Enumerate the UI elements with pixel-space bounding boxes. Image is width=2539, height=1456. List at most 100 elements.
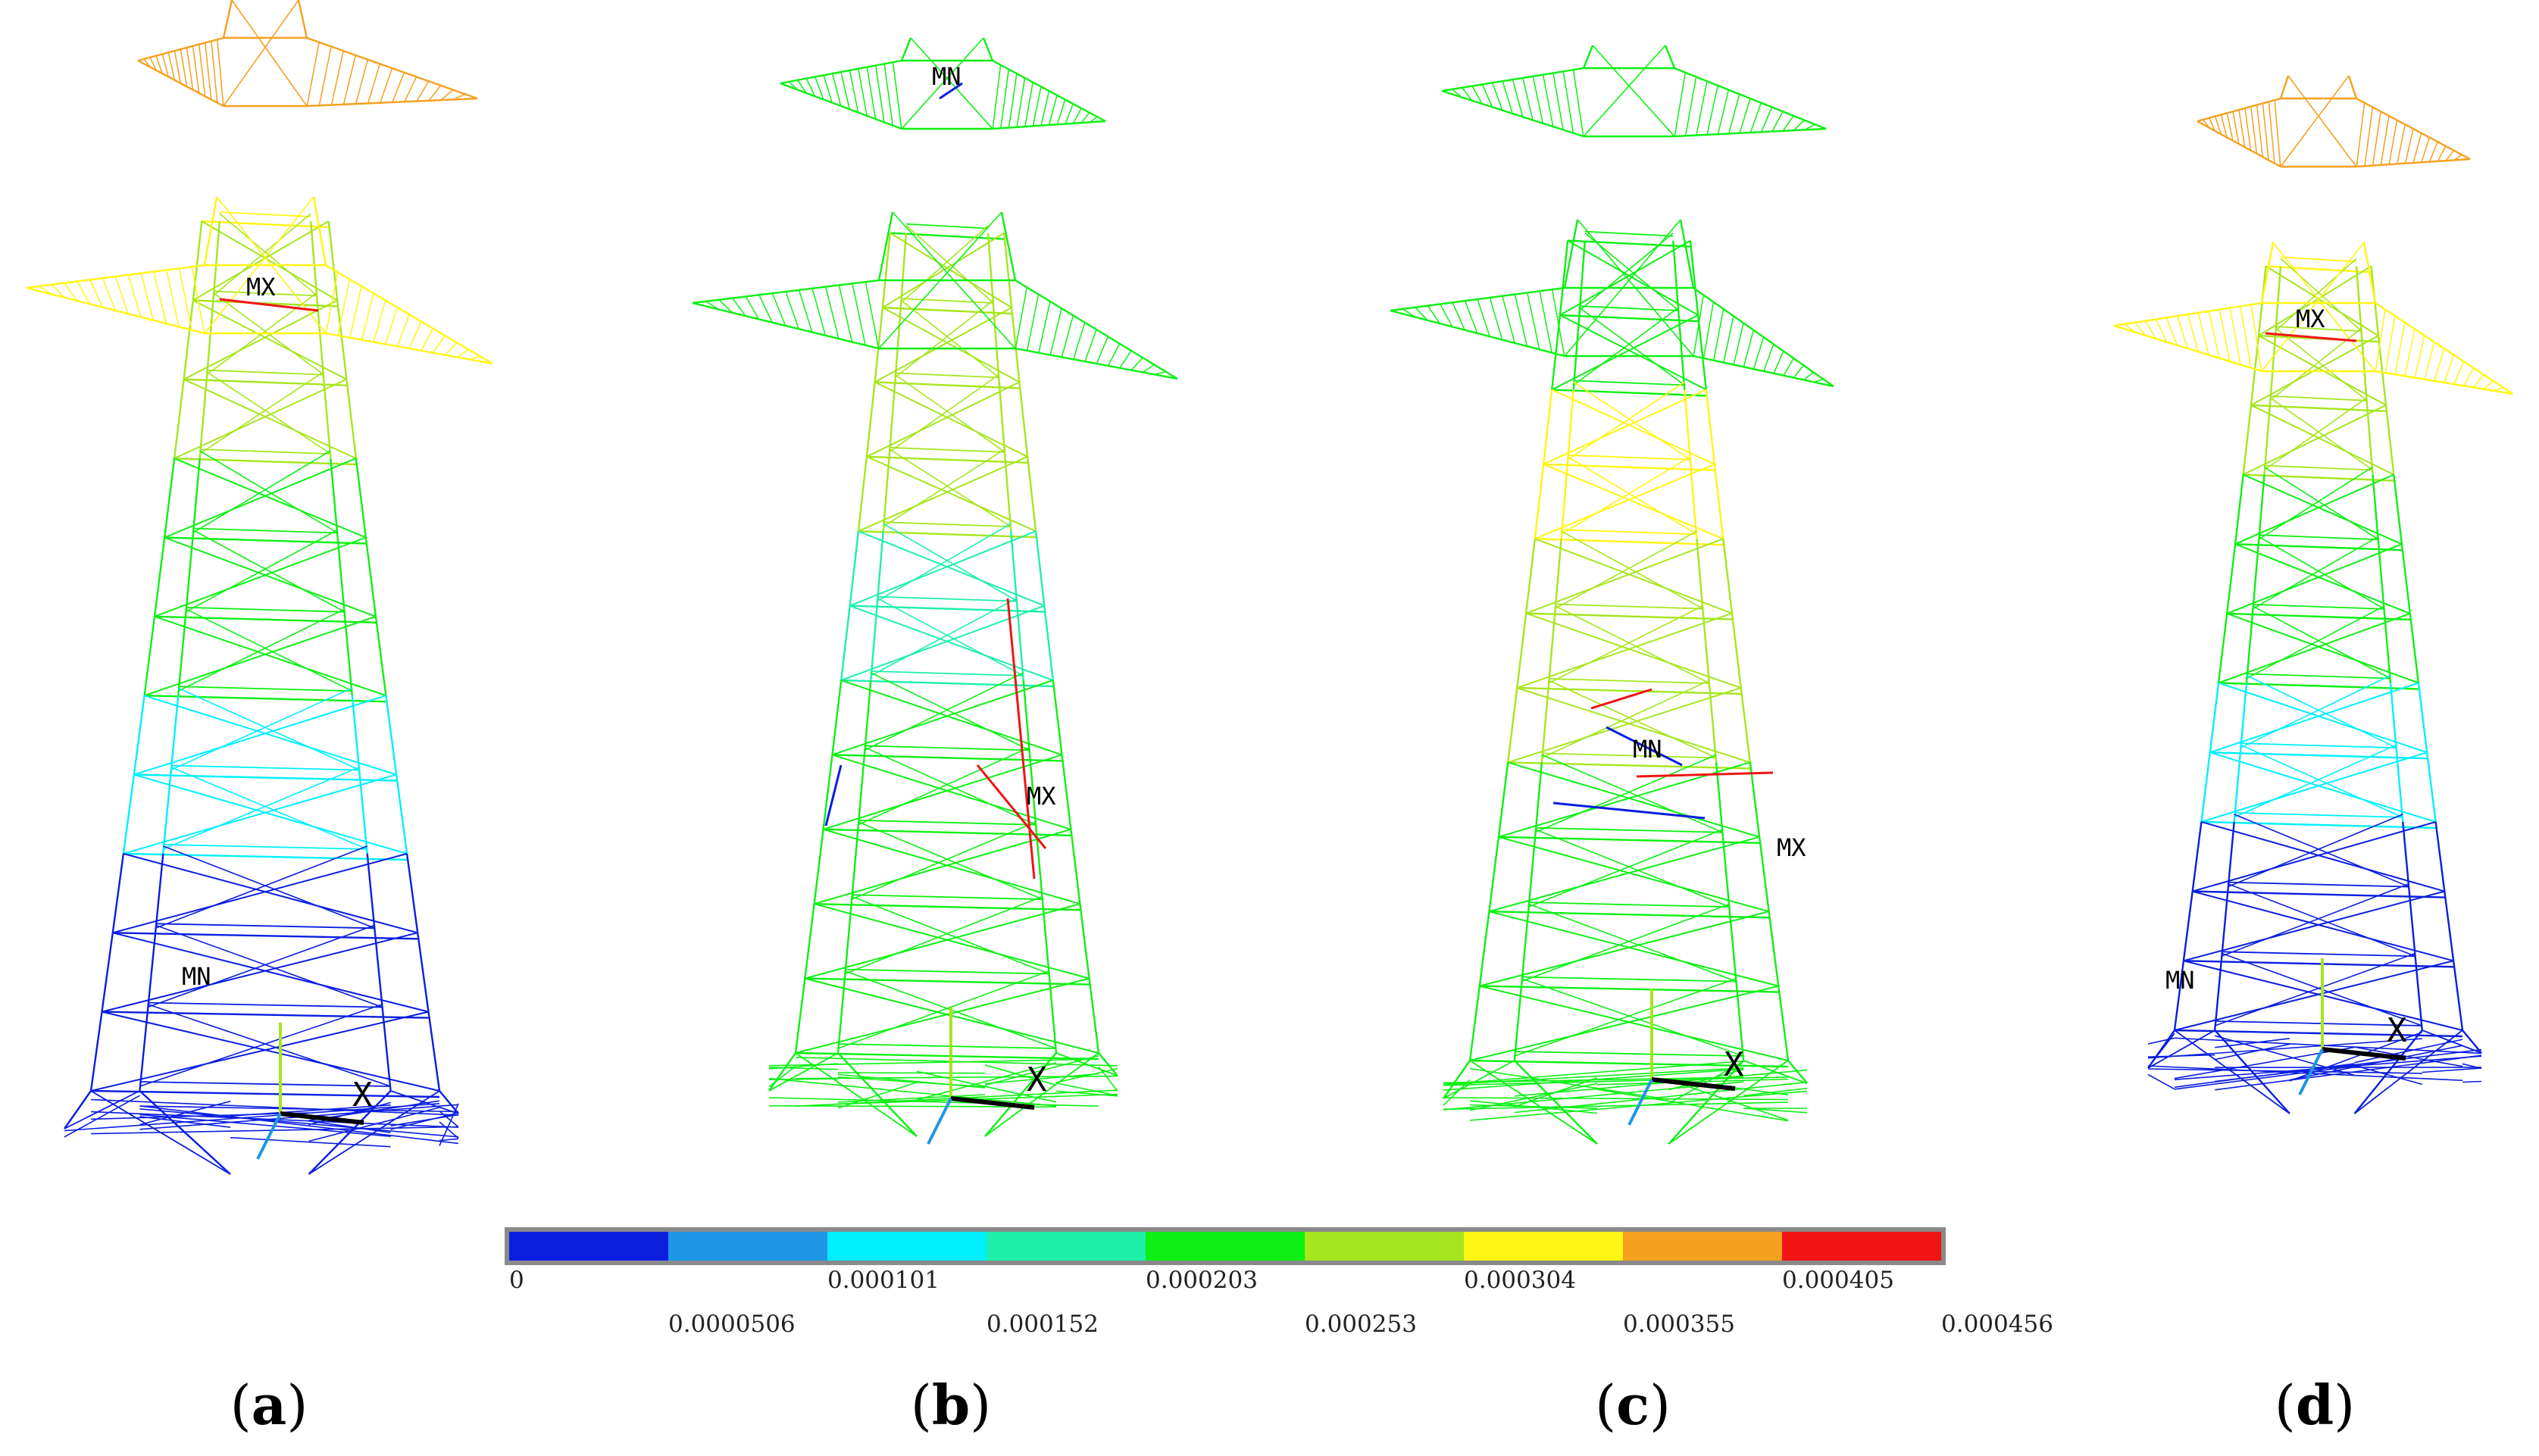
tower-member xyxy=(1015,347,1178,380)
tower-member xyxy=(771,292,786,327)
tower-member xyxy=(297,0,308,39)
tower-member xyxy=(870,597,1018,676)
tower-member xyxy=(330,458,339,538)
tower-member xyxy=(1717,89,1730,135)
tower-member xyxy=(795,977,1090,1054)
tower-member xyxy=(858,530,1037,539)
tower-member xyxy=(1527,829,1724,908)
tower-member xyxy=(206,371,331,455)
tower-member xyxy=(2239,683,2248,753)
tower-member xyxy=(102,1011,429,1019)
tower-d-mn-label: MN xyxy=(2165,966,2195,995)
tower-member xyxy=(1514,1069,1808,1097)
tower-member xyxy=(1488,836,1500,912)
tower-member xyxy=(874,381,1020,389)
tower-member xyxy=(1534,464,1545,539)
tower-member xyxy=(2147,1073,2175,1090)
tower-member xyxy=(149,57,157,71)
tower-member xyxy=(2226,543,2403,614)
tower-member xyxy=(385,695,398,775)
tower-member xyxy=(768,1065,796,1088)
tower-member xyxy=(280,1111,364,1125)
tower-member xyxy=(199,379,208,459)
tower-member xyxy=(330,50,344,105)
tower-member xyxy=(2269,397,2373,471)
tower-member xyxy=(1567,239,1699,316)
tower-member xyxy=(2176,315,2188,349)
tower-member xyxy=(318,46,332,106)
tower-member xyxy=(889,446,1005,453)
tower-member xyxy=(1055,1067,1118,1083)
tower-member xyxy=(192,527,338,534)
tower-member xyxy=(851,895,1050,975)
tower-member xyxy=(122,774,136,855)
tower-member xyxy=(112,932,429,1013)
legend-tick-label: 0.0000506 xyxy=(668,1311,796,1338)
tower-member xyxy=(336,537,346,617)
tower-member xyxy=(139,1011,149,1092)
tower-member xyxy=(2165,317,2178,345)
tower-member xyxy=(1551,389,1715,465)
tower-member xyxy=(89,1011,103,1092)
tower-member xyxy=(1055,1082,1118,1097)
tower-member xyxy=(111,853,125,933)
tower-member xyxy=(133,695,145,775)
tower-member xyxy=(1628,1079,1653,1126)
tower-member xyxy=(1526,612,1732,620)
tower-member xyxy=(1514,977,1737,1057)
tower-member xyxy=(840,680,1062,756)
tower-member xyxy=(52,284,65,298)
tower-member xyxy=(1507,687,1742,764)
tower-member xyxy=(1443,1097,1789,1101)
tower-member xyxy=(205,42,212,100)
tower-member xyxy=(2187,314,2199,352)
tower-member xyxy=(900,37,912,61)
tower-member xyxy=(2200,752,2211,823)
tower-member xyxy=(1578,307,1685,386)
tower-member xyxy=(1415,307,1428,321)
tower-member xyxy=(1721,836,1731,912)
tower-member xyxy=(1469,985,1779,1061)
tower-member xyxy=(2280,256,2357,263)
tower-member xyxy=(1793,364,1804,379)
tower-member xyxy=(90,1098,459,1116)
tower-member xyxy=(219,213,318,297)
tower-member xyxy=(1527,903,1737,983)
tower-member xyxy=(2263,405,2272,475)
tower-member xyxy=(858,821,1043,900)
tower-b-mx-label: MX xyxy=(1027,782,1056,811)
tower-member xyxy=(1004,456,1012,532)
tower-member xyxy=(882,306,1012,315)
tower-member xyxy=(1552,389,1706,397)
tower-member xyxy=(192,299,347,380)
tower-member xyxy=(857,456,868,532)
tower-d-mx-label: MX xyxy=(2296,305,2325,333)
tower-member xyxy=(2503,392,2513,395)
tower-member xyxy=(1498,836,1760,844)
tower-member xyxy=(219,298,319,312)
tower-member xyxy=(1540,687,1549,763)
tower-member xyxy=(2174,1030,2290,1114)
tower-member xyxy=(1567,456,1697,535)
tower-member xyxy=(877,211,894,281)
tower-member xyxy=(858,819,1037,826)
tower-member xyxy=(167,52,176,80)
legend-swatch xyxy=(1146,1232,1305,1261)
tower-member xyxy=(342,55,357,105)
legend-frame xyxy=(505,1227,1946,1265)
tower-member xyxy=(408,321,422,349)
tower-member xyxy=(177,608,346,692)
tower-member xyxy=(1489,911,1769,919)
tower-member xyxy=(2182,891,2193,961)
tower-member xyxy=(2251,544,2259,614)
tower-member xyxy=(950,1096,1035,1110)
tower-member xyxy=(1592,45,1675,137)
tower-member xyxy=(1402,308,1415,318)
tower-member xyxy=(882,307,1020,383)
tower-member xyxy=(2221,951,2416,958)
tower-member xyxy=(1492,83,1503,111)
tower-member xyxy=(2265,332,2357,342)
tower-member xyxy=(2214,1030,2290,1114)
tower-member xyxy=(2234,473,2394,545)
tower-member xyxy=(1783,358,1794,376)
